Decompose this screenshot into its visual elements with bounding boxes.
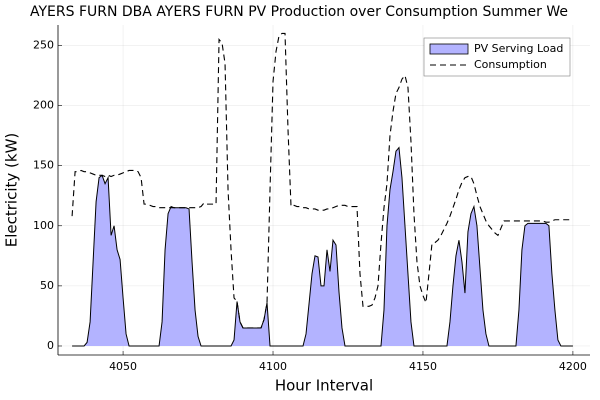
x-tick-label: 4050 xyxy=(109,360,137,373)
y-tick-label: 250 xyxy=(33,38,54,51)
x-tick-label: 4100 xyxy=(259,360,287,373)
y-tick-label: 50 xyxy=(40,279,54,292)
x-tick-label: 4200 xyxy=(559,360,587,373)
line xyxy=(71,32,573,329)
legend: PV Serving Load Consumption xyxy=(423,37,571,77)
legend-label: PV Serving Load xyxy=(474,42,563,55)
y-axis-title: Electricity (kW) xyxy=(3,133,21,248)
y-tick-label: 0 xyxy=(47,339,54,352)
x-axis-title: Hour Interval xyxy=(275,377,373,395)
area xyxy=(72,147,573,346)
y-tick-label: 150 xyxy=(33,159,54,172)
area-outline xyxy=(72,146,573,347)
y-tick-label: 100 xyxy=(33,219,54,232)
chart-title: AYERS FURN DBA AYERS FURN PV Production … xyxy=(30,4,568,20)
y-tick-label: 200 xyxy=(33,99,54,112)
legend-label: Consumption xyxy=(474,58,547,71)
x-tick-label: 4150 xyxy=(409,360,437,373)
legend-swatch xyxy=(429,43,469,55)
